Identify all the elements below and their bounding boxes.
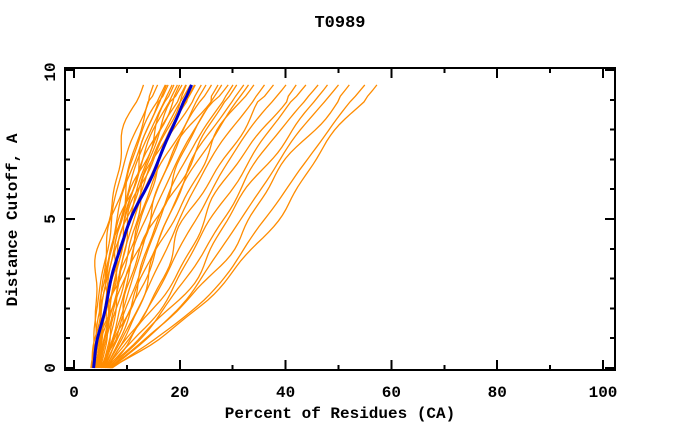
- x-axis-label: Percent of Residues (CA): [225, 405, 455, 423]
- model-curve: [91, 84, 155, 369]
- model-curve: [107, 84, 275, 369]
- model-curve: [108, 84, 350, 369]
- highlight-curve: [92, 84, 193, 369]
- x-tick-label: 40: [276, 384, 295, 402]
- model-curve: [105, 84, 287, 369]
- y-tick-label: 0: [42, 363, 60, 373]
- model-curve: [95, 84, 169, 369]
- model-curve: [101, 84, 213, 369]
- model-curve: [110, 84, 340, 369]
- model-curve: [111, 84, 366, 369]
- model-curve: [103, 84, 250, 369]
- model-curve: [99, 84, 219, 369]
- model-curve: [91, 84, 159, 369]
- y-axis-label: Distance Cutoff, A: [4, 133, 22, 306]
- axes-layer: [64, 67, 616, 371]
- y-tick-label: 5: [42, 214, 60, 224]
- tick-labels-layer: 0 20 40 60 80 100 0 5 10: [42, 62, 617, 402]
- model-curve: [106, 84, 255, 369]
- model-curve: [106, 84, 307, 369]
- model-curve: [101, 84, 238, 369]
- x-tick-label: 0: [69, 384, 79, 402]
- model-curves-layer: [90, 84, 378, 369]
- model-curve: [98, 84, 207, 369]
- x-tick-label: 80: [488, 384, 507, 402]
- chart-title: T0989: [314, 14, 365, 33]
- model-curve: [93, 84, 173, 369]
- x-tick-label: 60: [382, 384, 401, 402]
- y-tick-label: 10: [42, 62, 60, 81]
- x-tick-label: 20: [170, 384, 189, 402]
- model-curve: [108, 84, 297, 369]
- x-tick-label: 100: [589, 384, 618, 402]
- model-curve: [107, 84, 329, 369]
- model-curve: [104, 84, 234, 369]
- model-curve: [104, 84, 266, 369]
- model-curve: [102, 84, 223, 369]
- model-curve: [100, 84, 229, 369]
- model-curve: [110, 84, 378, 369]
